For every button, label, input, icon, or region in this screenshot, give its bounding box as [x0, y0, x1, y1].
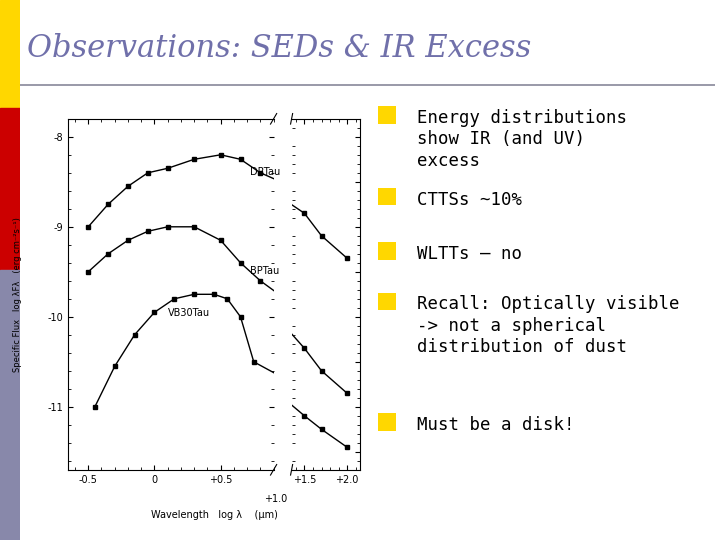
- Text: VB30Tau: VB30Tau: [168, 308, 210, 318]
- Bar: [378, 293, 396, 310]
- Text: DRTau: DRTau: [250, 167, 280, 177]
- Text: BPTau: BPTau: [250, 266, 279, 276]
- Text: Observations: SEDs & IR Excess: Observations: SEDs & IR Excess: [27, 33, 531, 64]
- Bar: [0, 0, 20, 108]
- Text: Energy distributions
show IR (and UV)
excess: Energy distributions show IR (and UV) ex…: [418, 109, 627, 170]
- Bar: [378, 242, 396, 260]
- Text: CTTSs ~10%: CTTSs ~10%: [418, 191, 523, 208]
- Bar: [378, 188, 396, 205]
- Text: +1.0: +1.0: [264, 494, 287, 504]
- Bar: [0, 108, 20, 270]
- Text: Recall: Optically visible
-> not a spherical
distribution of dust: Recall: Optically visible -> not a spher…: [418, 295, 680, 356]
- Text: Wavelength   log λ    (μm): Wavelength log λ (μm): [150, 510, 278, 521]
- Text: Must be a disk!: Must be a disk!: [418, 416, 575, 434]
- Bar: [378, 106, 396, 124]
- Text: Specific Flux   log λFλ   (erg cm⁻²s⁻¹): Specific Flux log λFλ (erg cm⁻²s⁻¹): [14, 217, 22, 372]
- Bar: [0, 270, 20, 540]
- Text: WLTTs – no: WLTTs – no: [418, 245, 523, 263]
- Bar: [378, 414, 396, 431]
